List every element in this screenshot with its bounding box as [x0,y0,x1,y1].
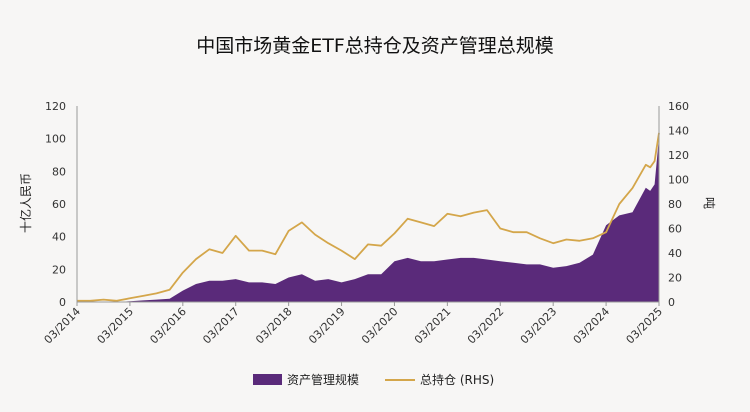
x-axis: 03/2014 03/2015 03/2016 03/2017 03/2018 03/20… [42,302,666,347]
legend: 资产管理规模 总持仓 (RHS) [253,372,494,387]
legend-swatch-aum [253,374,282,385]
x-tick-label: 03/2016 [147,305,189,347]
x-tick-label: 03/2017 [200,305,242,347]
y-axis-left: 0 20 40 60 80 100 120 [45,100,66,309]
x-tick-label: 03/2014 [42,305,84,347]
x-tick-label: 03/2020 [359,305,401,347]
chart-title: 中国市场黄金ETF总持仓及资产管理总规模 [196,35,554,57]
y-right-tick-label: 100 [668,174,689,187]
y-right-tick-label: 0 [668,296,675,309]
y-left-tick-label: 80 [52,165,66,178]
x-tick-label: 03/2022 [465,305,507,347]
y-right-tick-label: 60 [668,223,682,236]
x-tick-label: 03/2025 [624,305,666,347]
y-right-tick-label: 120 [668,149,689,162]
x-tick-label: 03/2021 [412,305,454,347]
y-left-tick-label: 20 [52,263,66,276]
y-right-tick-label: 80 [668,198,682,211]
legend-label-holdings: 总持仓 (RHS) [420,372,494,387]
y-right-tick-label: 160 [668,100,689,113]
series-line-holdings [77,132,660,302]
series-area-aum [77,137,659,302]
y-right-tick-label: 20 [668,272,682,285]
y-axis-right: 0 20 40 60 80 100 120 140 160 [668,100,689,309]
y-axis-right-label: 吨 [702,197,716,209]
y-axis-left-label: 十亿人民币 [18,173,33,233]
plot-area [76,106,660,303]
legend-label-aum: 资产管理规模 [287,372,359,387]
x-tick-label: 03/2018 [253,305,295,347]
y-left-tick-label: 100 [45,133,66,146]
x-tick-label: 03/2023 [518,305,560,347]
y-left-tick-label: 60 [52,198,66,211]
y-left-tick-label: 120 [45,100,66,113]
x-tick-label: 03/2024 [571,305,613,347]
y-left-tick-label: 40 [52,231,66,244]
x-tick-label: 03/2015 [95,305,137,347]
y-left-tick-label: 0 [59,296,66,309]
x-tick-label: 03/2019 [306,305,348,347]
y-right-tick-label: 140 [668,125,689,138]
y-right-tick-label: 40 [668,247,682,260]
